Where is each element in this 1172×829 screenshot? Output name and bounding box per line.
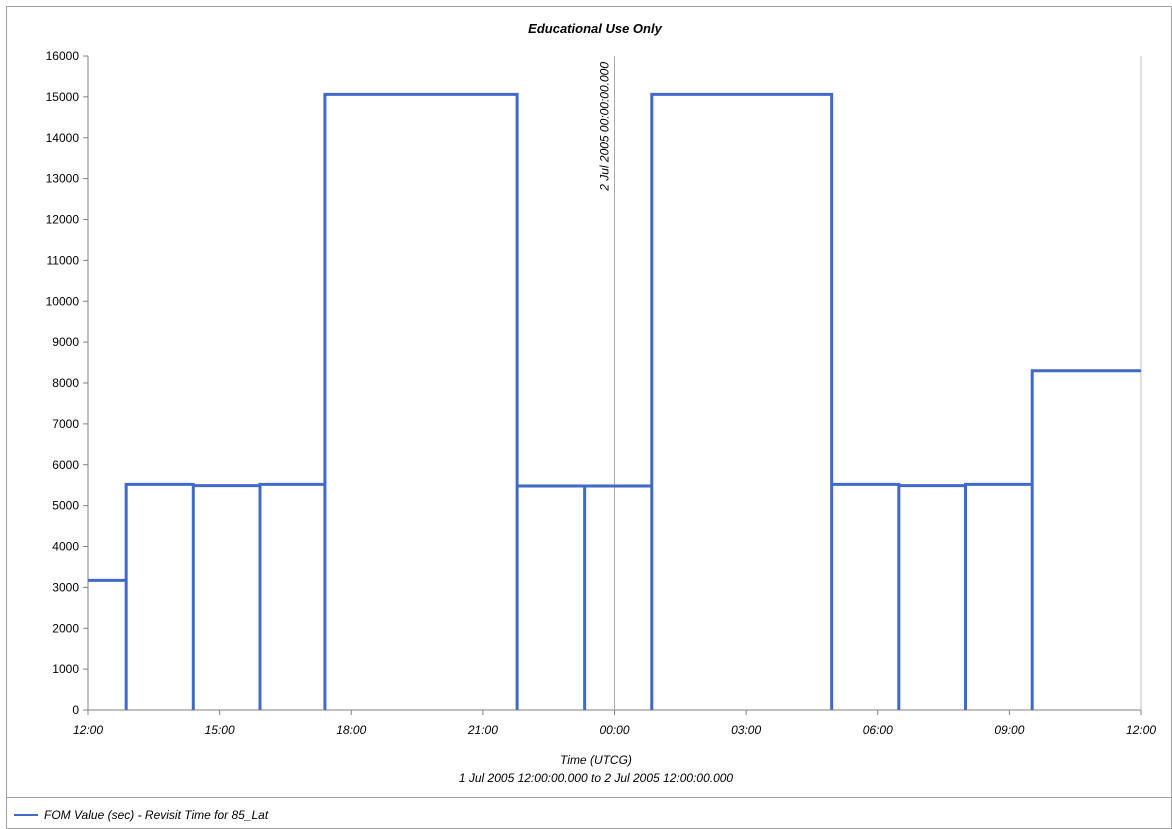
x-tick-label: 18:00 <box>336 723 366 737</box>
x-axis-label: Time (UTCG) <box>560 753 632 767</box>
plot-area: 0 1000 2000 3000 4000 5000 6000 7000 8000 9000 100… <box>46 49 1157 737</box>
x-tick-label: 03:00 <box>731 723 761 737</box>
date-marker-label: 2 Jul 2005 00:00:00.000 <box>598 62 612 192</box>
chart-panel-border <box>6 6 1172 798</box>
y-tick-label: 4000 <box>52 540 79 554</box>
chart-title: Educational Use Only <box>528 21 662 36</box>
y-tick-label: 1000 <box>52 662 79 676</box>
y-tick-label: 14000 <box>46 131 80 145</box>
x-axis-range-label: 1 Jul 2005 12:00:00.000 to 2 Jul 2005 12… <box>459 771 734 785</box>
series-line <box>88 92 1141 710</box>
legend-entry: FOM Value (sec) - Revisit Time for 85_La… <box>44 808 269 822</box>
y-tick-label: 3000 <box>52 580 79 594</box>
y-tick-label: 2000 <box>52 621 79 635</box>
y-tick-label: 12000 <box>46 213 80 227</box>
x-tick-label: 06:00 <box>863 723 893 737</box>
y-tick-label: 13000 <box>46 172 80 186</box>
y-tick-label: 16000 <box>46 49 80 63</box>
y-tick-label: 10000 <box>46 294 80 308</box>
y-tick-label: 9000 <box>52 335 79 349</box>
x-tick-label: 12:00 <box>1126 723 1156 737</box>
x-tick-label: 12:00 <box>73 723 103 737</box>
x-tick-label: 09:00 <box>994 723 1024 737</box>
y-tick-label: 5000 <box>52 499 79 513</box>
y-tick-label: 7000 <box>52 417 79 431</box>
y-tick-label: 11000 <box>47 253 80 267</box>
y-tick-label: 0 <box>72 703 79 717</box>
x-tick-label: 21:00 <box>467 723 498 737</box>
y-tick-label: 15000 <box>46 90 80 104</box>
x-tick-label: 00:00 <box>599 723 629 737</box>
legend-panel-border <box>6 797 1172 829</box>
y-tick-label: 6000 <box>52 458 79 472</box>
y-tick-label: 8000 <box>52 376 79 390</box>
x-tick-label: 15:00 <box>205 723 235 737</box>
